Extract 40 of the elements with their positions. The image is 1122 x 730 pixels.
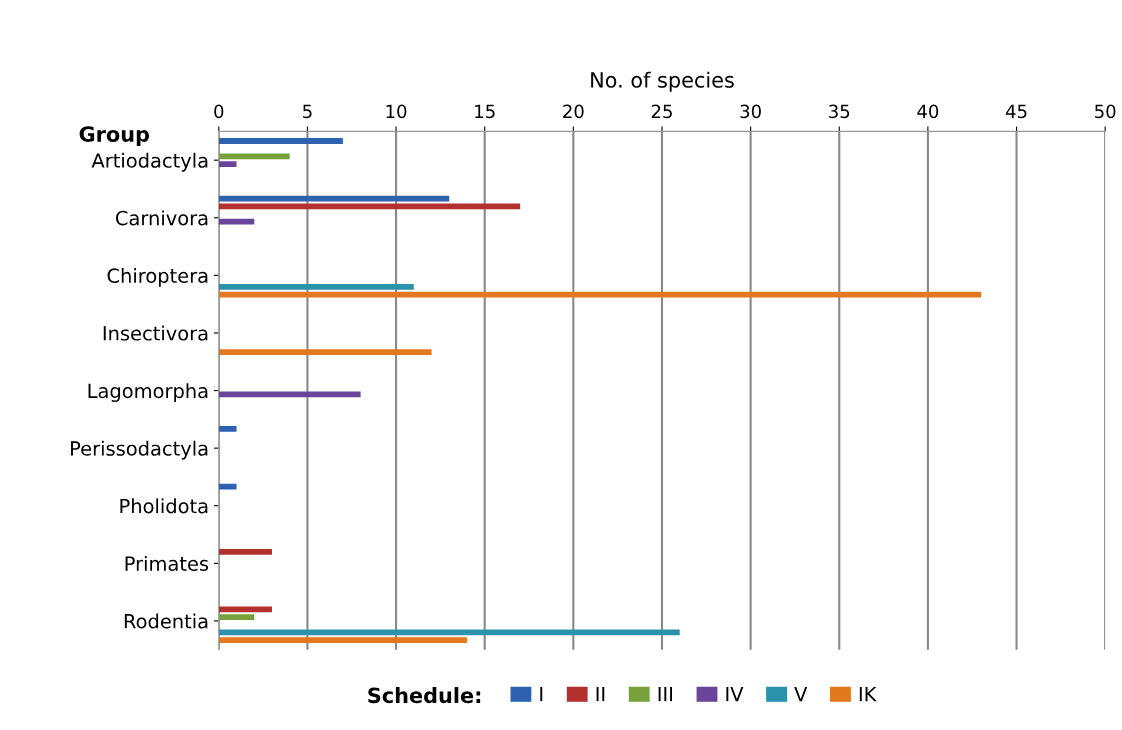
x-tick-label: 0: [214, 104, 224, 119]
bar: [218, 637, 467, 643]
legend-label: IK: [859, 686, 877, 702]
bar: [218, 614, 255, 620]
bar: [218, 203, 521, 210]
y-tick-label: Artiodactyla: [91, 152, 208, 172]
bar: [218, 548, 272, 555]
bar: [218, 349, 432, 356]
y-tick-label: Pholidota: [120, 498, 208, 514]
legend-label: III: [658, 686, 673, 702]
bar: [218, 426, 237, 432]
legend-label: I: [540, 686, 543, 702]
bar: [218, 284, 414, 290]
y-tick-label: Insectivora: [103, 325, 208, 341]
x-tick-label: 35: [829, 104, 850, 119]
x-tick-label: 20: [563, 104, 584, 119]
y-tick-label: Rodentia: [124, 613, 208, 629]
x-tick-label: 40: [917, 104, 939, 119]
x-tick-label: 5: [303, 104, 312, 119]
y-axis-title: Group: [79, 126, 150, 146]
x-tick-label: 30: [740, 104, 761, 119]
x-tick-label: 15: [475, 104, 495, 119]
legend-label: IV: [726, 686, 744, 702]
x-axis-title: No. of species: [591, 71, 734, 92]
x-tick-label: 10: [386, 104, 407, 119]
y-tick-label: Perissodactyla: [71, 440, 208, 460]
y-tick-label: Primates: [125, 555, 209, 571]
x-tick-label: 45: [1005, 104, 1027, 119]
bar: [218, 153, 290, 160]
legend-label: II: [596, 686, 605, 702]
y-tick-label: Lagomorpha: [88, 383, 208, 402]
legend-title: Schedule:: [368, 687, 481, 704]
y-tick-label: Chiroptera: [107, 267, 208, 287]
bar: [218, 161, 237, 167]
legend-label: V: [794, 686, 808, 702]
bar: [218, 138, 343, 144]
y-tick-label: Carnivora: [115, 210, 208, 226]
x-tick-label: 50: [1095, 104, 1116, 119]
x-tick-label: 25: [651, 104, 672, 119]
bar: [218, 218, 255, 225]
